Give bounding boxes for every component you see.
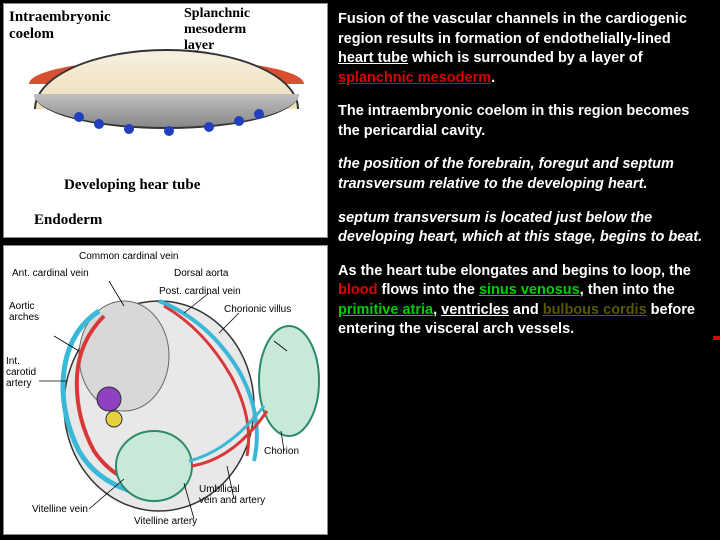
arrow-icon: [713, 333, 720, 343]
label-int-carotid: Int.carotidartery: [6, 356, 36, 389]
cell-dot: [74, 112, 84, 122]
text-column: Fusion of the vascular channels in the c…: [338, 10, 710, 354]
label-dorsal-aorta: Dorsal aorta: [174, 268, 228, 279]
label-aortic-arches: Aorticarches: [9, 301, 39, 323]
label-developing: Developing hear tube: [64, 177, 200, 194]
p5-atria: primitive atria: [338, 302, 433, 318]
vitelline-sac: [116, 431, 192, 501]
paragraph-5: As the heart tube elongates and begins t…: [338, 262, 710, 340]
heart-circle: [97, 387, 121, 411]
label-splanchnic: Splanchnicmesodermlayer: [184, 6, 250, 54]
label-umbilical: Umbilicalvein and artery: [199, 484, 265, 506]
paragraph-4: septum transversum is located just below…: [338, 209, 710, 248]
p5-e: and: [509, 302, 543, 318]
label-vitelline-vein: Vitelline vein: [32, 504, 88, 515]
p1-text-c: .: [491, 70, 495, 86]
p5-ventricles: ventricles: [441, 302, 509, 318]
paragraph-3: the position of the forebrain, foregut a…: [338, 155, 710, 194]
cell-dot: [254, 109, 264, 119]
p5-blood: blood: [338, 282, 377, 298]
label-chorion: Chorion: [264, 446, 299, 457]
p5-sinus: sinus venosus: [479, 282, 580, 298]
p5-d: ,: [433, 302, 441, 318]
label-endoderm: Endoderm: [34, 212, 102, 229]
label-vitelline-artery: Vitelline artery: [134, 516, 197, 527]
label-common-cardinal: Common cardinal vein: [79, 251, 179, 262]
label-post-cardinal: Post. cardinal vein: [159, 286, 241, 297]
p5-c: , then into the: [580, 282, 675, 298]
cell-dot: [234, 116, 244, 126]
label-intraembryonic: Intraembryoniccoelom: [9, 9, 111, 43]
p1-heart-tube: heart tube: [338, 50, 408, 66]
cell-dot: [94, 119, 104, 129]
paragraph-1: Fusion of the vascular channels in the c…: [338, 10, 710, 88]
label-chorionic-villus: Chorionic villus: [224, 304, 291, 315]
paragraph-2: The intraembryonic coelom in this region…: [338, 102, 710, 141]
p5-bulbous: bulbous cordis: [543, 302, 647, 318]
p1-text-a: Fusion of the vascular channels in the c…: [338, 11, 687, 47]
p5-a: As the heart tube elongates and begins t…: [338, 263, 691, 279]
cell-dot: [204, 122, 214, 132]
cell-dot: [124, 124, 134, 134]
top-diagram: Intraembryoniccoelom Splanchnicmesoderml…: [3, 3, 328, 238]
bottom-diagram: Common cardinal vein Ant. cardinal vein …: [3, 245, 328, 535]
label-ant-cardinal: Ant. cardinal vein: [12, 268, 89, 279]
p1-splanchnic: splanchnic mesoderm: [338, 70, 491, 86]
p1-text-b: which is surrounded by a layer of: [408, 50, 642, 66]
cell-dot: [164, 126, 174, 136]
chorion-sac: [259, 326, 319, 436]
p5-b: flows into the: [377, 282, 479, 298]
